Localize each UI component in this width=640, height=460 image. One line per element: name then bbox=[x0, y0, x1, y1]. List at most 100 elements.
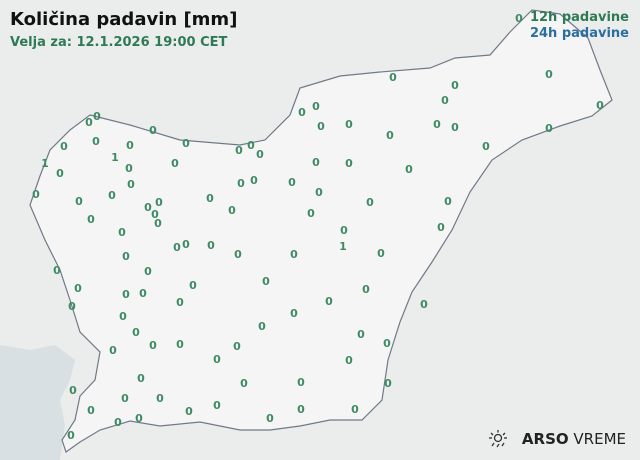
station-value: 0 bbox=[596, 99, 604, 112]
station-value: 0 bbox=[266, 412, 274, 425]
station-value: 0 bbox=[340, 224, 348, 237]
station-value: 0 bbox=[345, 118, 353, 131]
station-value: 0 bbox=[126, 139, 134, 152]
station-value: 0 bbox=[135, 412, 143, 425]
station-value: 0 bbox=[237, 177, 245, 190]
station-value: 0 bbox=[247, 139, 255, 152]
station-value: 0 bbox=[53, 264, 61, 277]
station-value: 0 bbox=[250, 174, 258, 187]
station-value: 0 bbox=[173, 241, 181, 254]
station-value: 0 bbox=[149, 339, 157, 352]
station-value: 0 bbox=[144, 201, 152, 214]
station-value: 0 bbox=[139, 287, 147, 300]
station-value: 0 bbox=[119, 310, 127, 323]
logo-brand-bold: ARSO bbox=[521, 430, 569, 448]
station-value: 0 bbox=[515, 12, 523, 25]
logo-brand-light: VREME bbox=[573, 430, 626, 448]
station-value: 0 bbox=[317, 120, 325, 133]
legend-24h[interactable]: 24h padavine bbox=[529, 26, 629, 41]
station-value: 0 bbox=[85, 116, 93, 129]
station-value: 0 bbox=[182, 238, 190, 251]
station-value: 0 bbox=[405, 163, 413, 176]
station-value: 0 bbox=[451, 121, 459, 134]
station-value: 1 bbox=[111, 151, 119, 164]
station-value: 0 bbox=[437, 221, 445, 234]
station-value: 0 bbox=[235, 144, 243, 157]
station-value: 0 bbox=[228, 204, 236, 217]
page-title: Količina padavin [mm] bbox=[10, 9, 238, 30]
station-value: 0 bbox=[87, 213, 95, 226]
station-value: 0 bbox=[258, 320, 266, 333]
station-value: 0 bbox=[357, 328, 365, 341]
station-value: 0 bbox=[156, 392, 164, 405]
station-value: 1 bbox=[41, 157, 49, 170]
station-value: 0 bbox=[389, 71, 397, 84]
station-value: 0 bbox=[121, 392, 129, 405]
station-value: 1 bbox=[339, 240, 347, 253]
station-value: 0 bbox=[433, 118, 441, 131]
station-value: 0 bbox=[290, 248, 298, 261]
station-value: 0 bbox=[256, 148, 264, 161]
station-value: 0 bbox=[362, 283, 370, 296]
station-value: 0 bbox=[127, 178, 135, 191]
station-value: 0 bbox=[93, 110, 101, 123]
legend-12h[interactable]: 12h padavine bbox=[529, 10, 629, 25]
station-value: 0 bbox=[176, 296, 184, 309]
station-value: 0 bbox=[60, 140, 68, 153]
station-value: 0 bbox=[122, 250, 130, 263]
station-value: 0 bbox=[298, 106, 306, 119]
station-value: 0 bbox=[444, 195, 452, 208]
station-value: 0 bbox=[297, 376, 305, 389]
station-value: 0 bbox=[74, 282, 82, 295]
station-value: 0 bbox=[67, 429, 75, 442]
station-value: 0 bbox=[345, 157, 353, 170]
station-value: 0 bbox=[312, 156, 320, 169]
station-value: 0 bbox=[154, 217, 162, 230]
station-value: 0 bbox=[377, 247, 385, 260]
station-value: 0 bbox=[233, 340, 241, 353]
station-value: 0 bbox=[151, 208, 159, 221]
station-value: 0 bbox=[384, 377, 392, 390]
station-value: 0 bbox=[383, 337, 391, 350]
sea bbox=[0, 345, 75, 460]
station-value: 0 bbox=[118, 226, 126, 239]
station-value: 0 bbox=[297, 403, 305, 416]
station-value: 0 bbox=[122, 288, 130, 301]
station-value: 0 bbox=[87, 404, 95, 417]
station-value: 0 bbox=[125, 162, 133, 175]
slovenia-border bbox=[29, 9, 613, 453]
station-value: 0 bbox=[315, 186, 323, 199]
station-value: 0 bbox=[137, 372, 145, 385]
station-value: 0 bbox=[234, 248, 242, 261]
station-value: 0 bbox=[288, 176, 296, 189]
station-value: 0 bbox=[185, 405, 193, 418]
station-value: 0 bbox=[176, 338, 184, 351]
station-value: 0 bbox=[262, 275, 270, 288]
station-value: 0 bbox=[325, 295, 333, 308]
station-value: 0 bbox=[312, 100, 320, 113]
station-value: 0 bbox=[441, 94, 449, 107]
station-value: 0 bbox=[290, 307, 298, 320]
station-value: 0 bbox=[366, 196, 374, 209]
station-value: 0 bbox=[144, 265, 152, 278]
station-value: 0 bbox=[240, 377, 248, 390]
station-value: 0 bbox=[545, 68, 553, 81]
station-value: 0 bbox=[69, 384, 77, 397]
station-value: 0 bbox=[482, 140, 490, 153]
station-value: 0 bbox=[92, 135, 100, 148]
station-value: 0 bbox=[206, 192, 214, 205]
station-value: 0 bbox=[307, 207, 315, 220]
sun-rain-icon bbox=[488, 430, 507, 448]
station-value: 0 bbox=[155, 196, 163, 209]
station-value: 0 bbox=[213, 399, 221, 412]
valid-time: Velja za: 12.1.2026 19:00 CET bbox=[10, 35, 228, 50]
arso-logo: ARSO VREME bbox=[488, 430, 626, 448]
station-value: 0 bbox=[75, 195, 83, 208]
station-value: 0 bbox=[109, 344, 117, 357]
station-value: 0 bbox=[189, 279, 197, 292]
station-value: 0 bbox=[420, 298, 428, 311]
station-value: 0 bbox=[213, 353, 221, 366]
station-value: 0 bbox=[149, 124, 157, 137]
